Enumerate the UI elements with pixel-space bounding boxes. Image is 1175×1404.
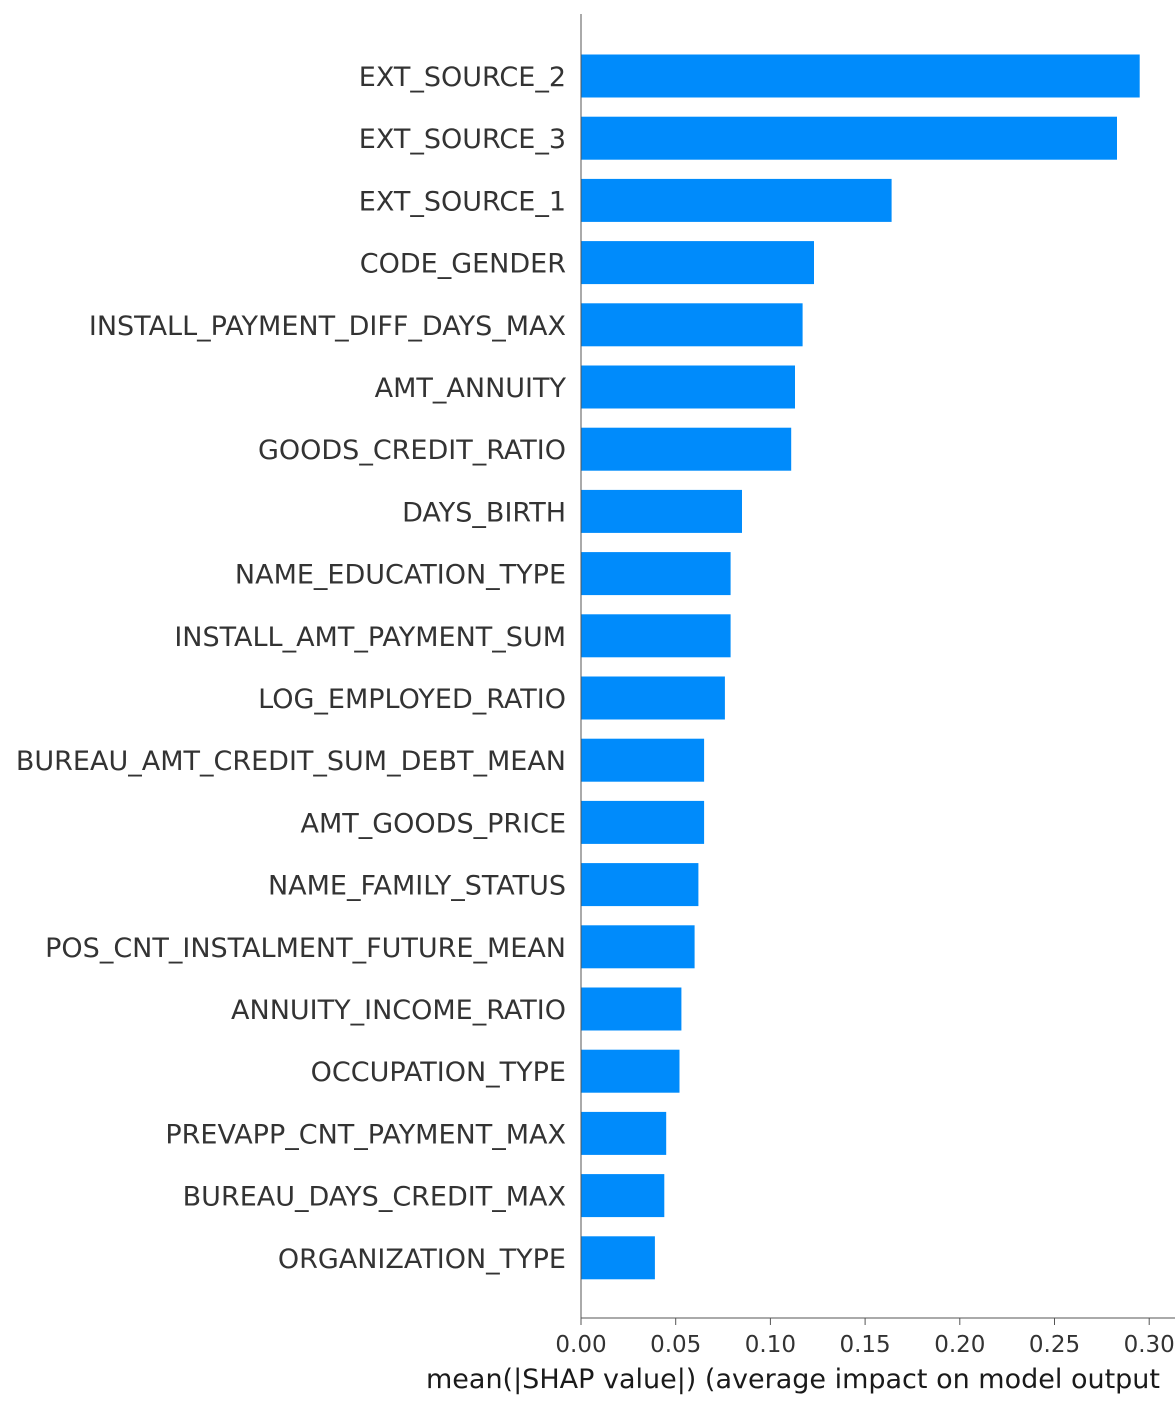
feature-label: NAME_FAMILY_STATUS xyxy=(268,871,566,902)
feature-label: POS_CNT_INSTALMENT_FUTURE_MEAN xyxy=(45,933,566,964)
feature-label: EXT_SOURCE_2 xyxy=(359,62,566,93)
feature-label: GOODS_CREDIT_RATIO xyxy=(258,435,566,466)
bar-annuity-income-ratio xyxy=(581,987,682,1031)
feature-label: AMT_GOODS_PRICE xyxy=(300,808,566,839)
bar-goods-credit-ratio xyxy=(581,427,792,471)
feature-label: ANNUITY_INCOME_RATIO xyxy=(231,995,566,1026)
feature-label: CODE_GENDER xyxy=(360,249,566,280)
feature-label: BUREAU_DAYS_CREDIT_MAX xyxy=(183,1182,566,1213)
bar-pos-cnt-instalment-future-mean xyxy=(581,925,695,969)
feature-label: DAYS_BIRTH xyxy=(402,497,566,528)
feature-label: ORGANIZATION_TYPE xyxy=(278,1244,566,1275)
bar-ext-source-1 xyxy=(581,178,892,222)
bar-ext-source-2 xyxy=(581,54,1140,98)
x-tick-label: 0.20 xyxy=(934,1332,985,1358)
x-tick-label: 0.25 xyxy=(1029,1332,1080,1358)
bar-occupation-type xyxy=(581,1049,680,1093)
feature-label: EXT_SOURCE_1 xyxy=(359,186,566,217)
bar-name-family-status xyxy=(581,863,699,907)
bar-code-gender xyxy=(581,241,814,285)
bar-bureau-days-credit-max xyxy=(581,1174,665,1218)
bar-name-education-type xyxy=(581,552,731,596)
bar-prevapp-cnt-payment-max xyxy=(581,1111,667,1155)
x-tick-label: 0.05 xyxy=(650,1332,701,1358)
feature-labels: EXT_SOURCE_2 EXT_SOURCE_3 EXT_SOURCE_1 CODE… xyxy=(16,62,567,1275)
bar-days-birth xyxy=(581,489,742,533)
feature-label: PREVAPP_CNT_PAYMENT_MAX xyxy=(165,1119,566,1150)
x-axis-ticks: 0.00 0.05 0.10 0.15 0.20 0.25 0.30 xyxy=(555,1318,1175,1358)
x-axis-title: mean(|SHAP value|) (average impact on mo… xyxy=(426,1364,1160,1395)
bar-log-employed-ratio xyxy=(581,676,725,720)
feature-label: NAME_EDUCATION_TYPE xyxy=(235,560,566,591)
bar-amt-annuity xyxy=(581,365,795,409)
bars-layer xyxy=(581,54,1140,1280)
bar-organization-type xyxy=(581,1236,655,1280)
feature-label: INSTALL_AMT_PAYMENT_SUM xyxy=(174,622,566,653)
feature-label: INSTALL_PAYMENT_DIFF_DAYS_MAX xyxy=(89,311,566,342)
bar-bureau-amt-credit-sum-debt-mean xyxy=(581,738,705,782)
feature-label: OCCUPATION_TYPE xyxy=(311,1057,566,1088)
bar-install-amt-payment-sum xyxy=(581,614,731,658)
x-tick-label: 0.15 xyxy=(839,1332,890,1358)
feature-label: AMT_ANNUITY xyxy=(375,373,567,404)
bar-ext-source-3 xyxy=(581,116,1117,160)
bar-amt-goods-price xyxy=(581,800,705,844)
x-tick-label: 0.10 xyxy=(745,1332,796,1358)
bar-install-payment-diff-days-max xyxy=(581,303,803,347)
feature-label: LOG_EMPLOYED_RATIO xyxy=(258,684,566,715)
x-tick-label: 0.30 xyxy=(1124,1332,1175,1358)
feature-label: EXT_SOURCE_3 xyxy=(359,124,566,155)
feature-label: BUREAU_AMT_CREDIT_SUM_DEBT_MEAN xyxy=(16,746,566,777)
x-tick-label: 0.00 xyxy=(555,1332,606,1358)
